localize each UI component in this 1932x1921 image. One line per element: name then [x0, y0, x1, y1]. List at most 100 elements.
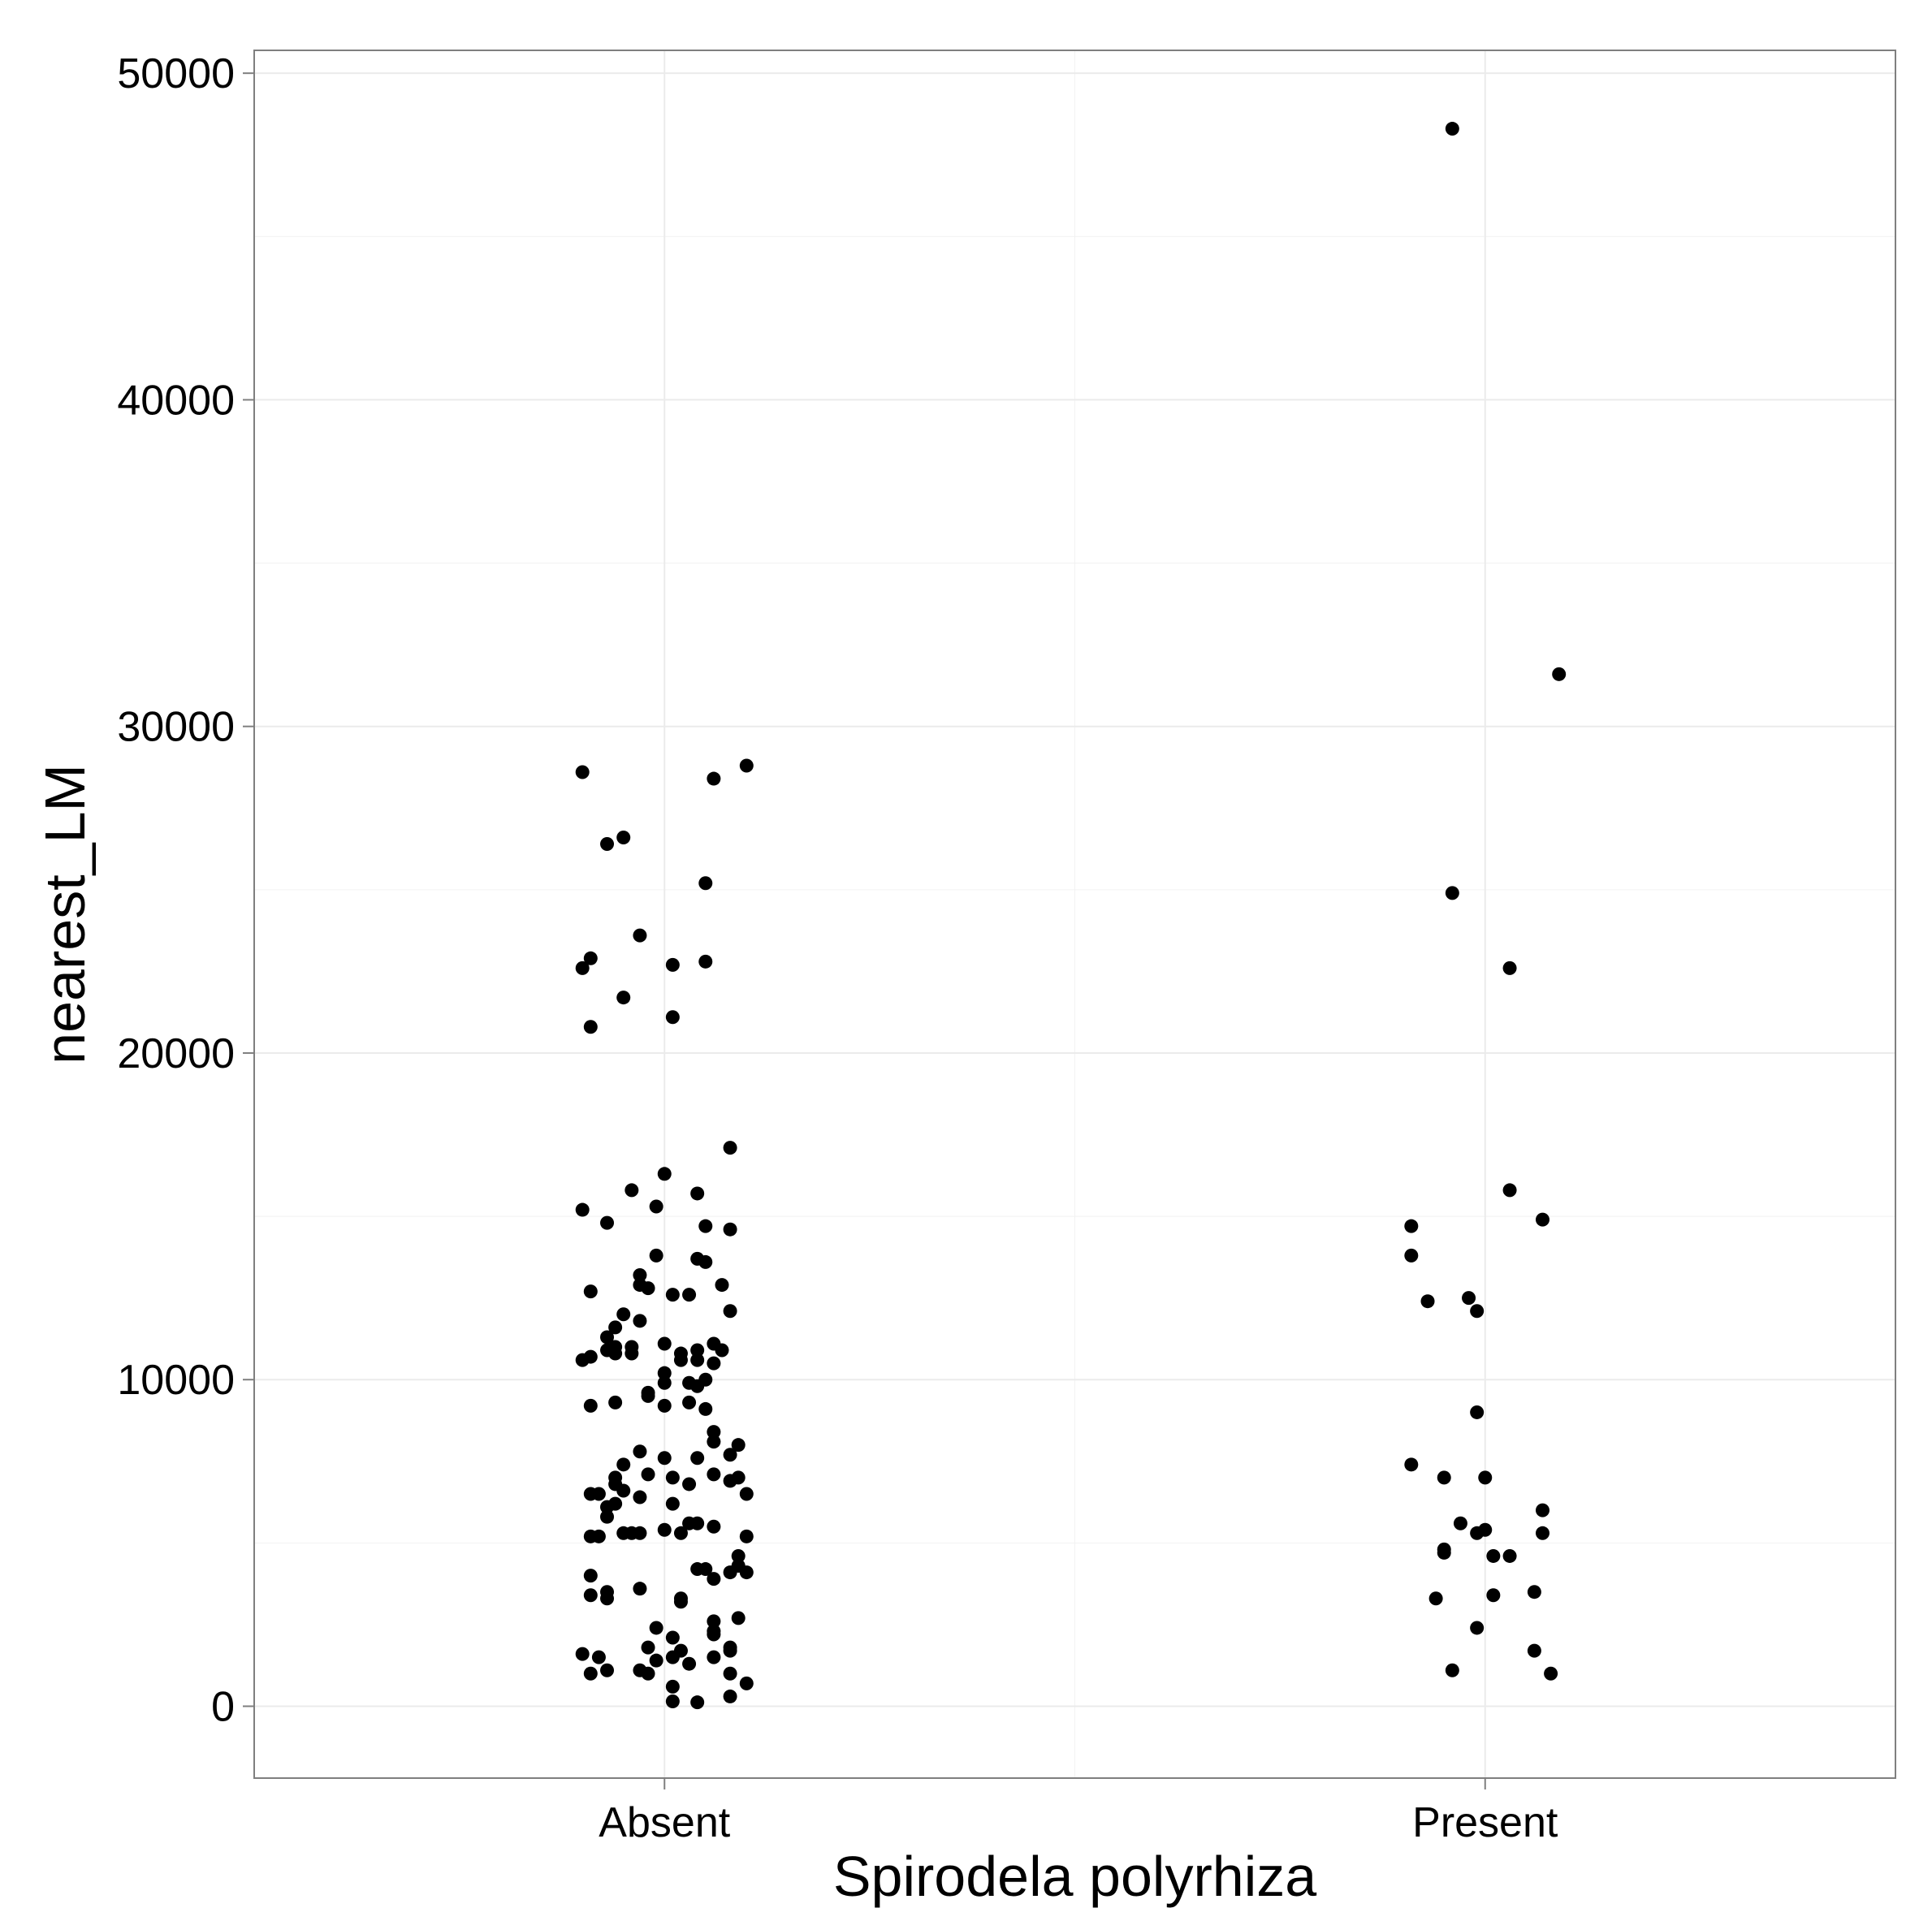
- data-point: [625, 1346, 639, 1361]
- data-point: [657, 1398, 672, 1413]
- data-point: [707, 1435, 721, 1449]
- data-point: [698, 1219, 713, 1233]
- data-point: [583, 1569, 598, 1583]
- data-point: [731, 1611, 746, 1625]
- data-point: [690, 1379, 705, 1393]
- data-point: [715, 1278, 729, 1293]
- data-point: [1445, 122, 1459, 136]
- data-point: [649, 1248, 663, 1263]
- data-point: [690, 1343, 705, 1358]
- data-point: [657, 1366, 672, 1380]
- data-point: [723, 1222, 737, 1237]
- data-point: [1478, 1470, 1493, 1485]
- data-point: [1470, 1405, 1485, 1419]
- data-point: [600, 1509, 615, 1524]
- data-point: [625, 1183, 639, 1198]
- data-point: [731, 1438, 746, 1453]
- data-point: [1535, 1526, 1549, 1540]
- data-point: [641, 1666, 655, 1681]
- data-point: [707, 1650, 721, 1664]
- data-point: [690, 1186, 705, 1201]
- data-point: [1437, 1545, 1451, 1560]
- data-point: [1502, 960, 1517, 975]
- data-point: [739, 1676, 754, 1690]
- data-point: [715, 1343, 729, 1358]
- data-point: [698, 1401, 713, 1416]
- data-point: [633, 1582, 647, 1596]
- data-point: [1527, 1585, 1541, 1599]
- data-point: [723, 1448, 737, 1462]
- data-point: [1453, 1516, 1467, 1530]
- data-point: [608, 1320, 623, 1335]
- data-point: [673, 1526, 688, 1540]
- data-point: [633, 1314, 647, 1328]
- data-point: [600, 1330, 615, 1345]
- data-point: [707, 771, 721, 786]
- data-point: [1462, 1291, 1476, 1306]
- data-point: [1535, 1212, 1549, 1227]
- data-point: [707, 1467, 721, 1482]
- data-point: [583, 1020, 598, 1034]
- data-point: [665, 1630, 680, 1645]
- data-point: [731, 1548, 746, 1563]
- data-point: [575, 1647, 590, 1661]
- y-tick-label: 30000: [117, 704, 235, 751]
- data-point: [707, 1356, 721, 1371]
- data-point: [1404, 1457, 1419, 1472]
- data-point: [583, 1666, 598, 1681]
- data-point: [1404, 1248, 1419, 1263]
- data-point: [1478, 1522, 1493, 1537]
- y-tick-label: 20000: [117, 1030, 235, 1077]
- x-axis-title: Spirodela polyrhiza: [833, 1845, 1316, 1908]
- data-point: [682, 1395, 697, 1409]
- data-point: [641, 1281, 655, 1296]
- data-point: [591, 1650, 606, 1664]
- data-point: [723, 1689, 737, 1703]
- data-point: [665, 1470, 680, 1485]
- data-point: [657, 1167, 672, 1181]
- data-point: [698, 876, 713, 891]
- data-point: [641, 1640, 655, 1655]
- data-point: [673, 1595, 688, 1609]
- data-point: [698, 1562, 713, 1577]
- data-point: [600, 1591, 615, 1606]
- data-point: [633, 1268, 647, 1283]
- data-point: [682, 1477, 697, 1491]
- y-tick-label: 50000: [117, 50, 235, 97]
- points-layer: [575, 122, 1567, 1710]
- data-point: [739, 758, 754, 773]
- data-point: [600, 1500, 615, 1514]
- data-point: [608, 1395, 623, 1409]
- plot-panel-border: [253, 50, 1896, 1779]
- data-point: [731, 1470, 746, 1485]
- data-point: [723, 1304, 737, 1319]
- data-point: [665, 957, 680, 972]
- data-point: [690, 1516, 705, 1530]
- data-point: [1502, 1183, 1517, 1198]
- data-point: [707, 1425, 721, 1440]
- data-point: [633, 1490, 647, 1504]
- data-point: [665, 1679, 680, 1694]
- data-point: [575, 1353, 590, 1367]
- data-point: [641, 1388, 655, 1403]
- axis-layer: 0 10000 20000 30000 40000 50000 Absent Present: [117, 50, 1558, 1846]
- data-point: [649, 1653, 663, 1668]
- data-point: [600, 837, 615, 852]
- data-point: [657, 1522, 672, 1537]
- data-point: [723, 1666, 737, 1681]
- data-point: [633, 928, 647, 943]
- y-axis-title: nearest_LM: [33, 764, 97, 1064]
- data-point: [583, 1487, 598, 1501]
- data-point: [690, 1451, 705, 1466]
- data-point: [723, 1643, 737, 1658]
- data-point: [1437, 1470, 1451, 1485]
- data-point: [1404, 1219, 1419, 1233]
- data-point: [649, 1199, 663, 1214]
- data-point: [690, 1695, 705, 1710]
- data-point: [1535, 1503, 1549, 1517]
- data-point: [698, 1254, 713, 1269]
- data-point: [707, 1627, 721, 1642]
- data-point: [600, 1663, 615, 1677]
- data-point: [575, 1202, 590, 1217]
